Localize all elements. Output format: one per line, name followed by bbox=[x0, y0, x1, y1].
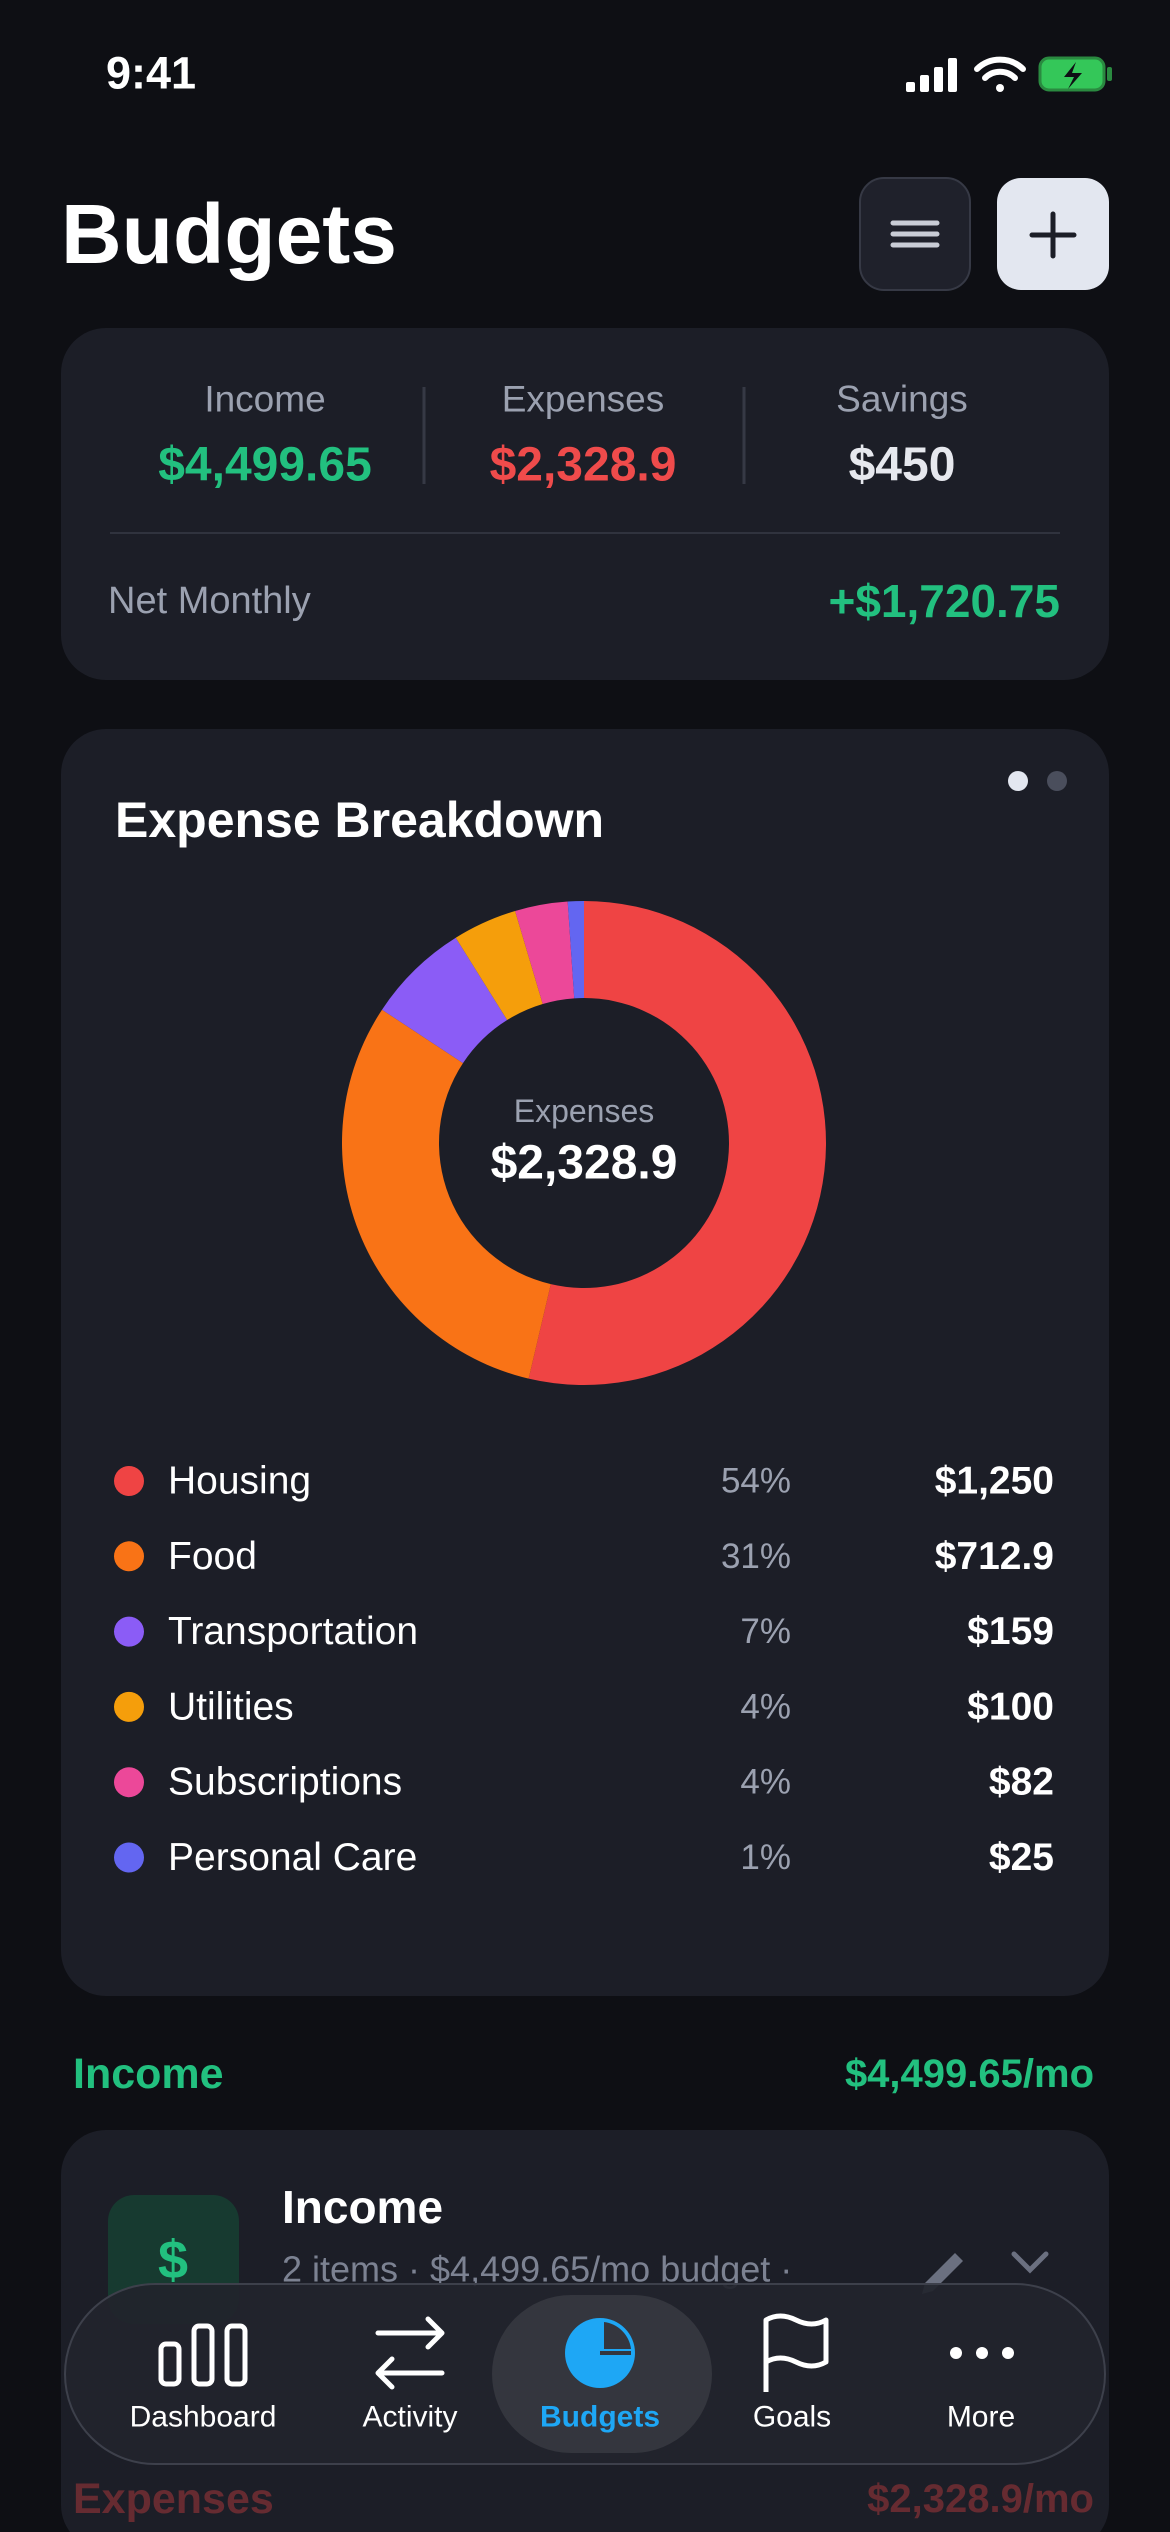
legend-dot bbox=[114, 1541, 144, 1572]
donut-slice bbox=[515, 901, 575, 1004]
legend-percent: 4% bbox=[740, 1763, 791, 1802]
legend-dot bbox=[114, 1616, 144, 1647]
legend-name: Food bbox=[168, 1535, 257, 1578]
legend-name: Subscriptions bbox=[168, 1761, 402, 1804]
section-total: $2,328.9/mo bbox=[867, 2477, 1094, 2521]
legend-dot bbox=[114, 1842, 144, 1873]
donut-center-value: $2,328.9 bbox=[491, 1137, 678, 1190]
donut-slice bbox=[528, 901, 826, 1385]
net-label: Net Monthly bbox=[108, 580, 311, 622]
legend-value: $712.9 bbox=[935, 1535, 1054, 1578]
donut-chart bbox=[342, 901, 826, 1385]
activity-icon bbox=[375, 2316, 445, 2390]
wifi-icon bbox=[974, 56, 1026, 92]
tab-labels: Dashboard Activity Budgets Goals More bbox=[130, 2401, 1016, 2434]
legend-name: Utilities bbox=[168, 1685, 294, 1728]
tab-label[interactable]: More bbox=[947, 2401, 1015, 2434]
tab-label[interactable]: Budgets bbox=[540, 2401, 660, 2434]
donut-slice bbox=[455, 911, 543, 1021]
goals-icon bbox=[763, 2313, 829, 2392]
stat-value: $4,499.65 bbox=[158, 439, 372, 492]
add-button[interactable] bbox=[997, 178, 1109, 290]
legend-value: $25 bbox=[989, 1836, 1054, 1879]
legend-value: $159 bbox=[967, 1610, 1054, 1653]
donut-slice bbox=[382, 937, 508, 1064]
legend: Housing 54% $1,250 Food 31% $712.9 Transportat… bbox=[114, 1460, 1054, 1879]
stat-label: Income bbox=[204, 379, 325, 420]
legend-percent: 7% bbox=[740, 1612, 791, 1651]
battery-icon bbox=[1038, 56, 1112, 92]
section-title: Income bbox=[73, 2050, 224, 2098]
expand-icon[interactable] bbox=[1011, 2251, 1049, 2274]
card-subtitle: 2 items · $4,499.65/mo budget · bbox=[282, 2249, 792, 2290]
stat-value: $450 bbox=[849, 439, 956, 492]
more-icon bbox=[950, 2347, 1014, 2359]
legend-value: $1,250 bbox=[935, 1460, 1054, 1503]
status-time: 9:41 bbox=[106, 48, 196, 99]
legend-percent: 31% bbox=[721, 1537, 791, 1576]
section-total: $4,499.65/mo bbox=[845, 2052, 1094, 2096]
legend-name: Transportation bbox=[168, 1610, 418, 1653]
stat-label: Expenses bbox=[502, 379, 665, 420]
donut-slice bbox=[342, 1009, 551, 1379]
summary-card bbox=[61, 328, 1109, 680]
menu-button[interactable] bbox=[859, 177, 971, 291]
stat-value: $2,328.9 bbox=[490, 439, 677, 492]
income-icon: $ bbox=[158, 2230, 188, 2290]
budgets-icon bbox=[565, 2318, 635, 2388]
page-dot[interactable] bbox=[1047, 771, 1067, 791]
legend-percent: 54% bbox=[721, 1462, 791, 1501]
legend-value: $82 bbox=[989, 1761, 1054, 1804]
net-value: +$1,720.75 bbox=[828, 575, 1060, 627]
dashboard-icon bbox=[158, 2323, 248, 2387]
signal-icon bbox=[906, 58, 957, 92]
breakdown-title: Expense Breakdown bbox=[115, 792, 604, 848]
legend-dot bbox=[114, 1466, 144, 1496]
summary-stats: Income $4,499.65 Expenses $2,328.9 Savings $4… bbox=[158, 379, 968, 492]
legend-percent: 4% bbox=[740, 1687, 791, 1726]
section-title: Expenses bbox=[73, 2475, 274, 2523]
legend-dot bbox=[114, 1691, 144, 1722]
tab-label[interactable]: Activity bbox=[362, 2401, 457, 2434]
legend-percent: 1% bbox=[740, 1838, 791, 1877]
donut-center-label: Expenses bbox=[514, 1093, 655, 1129]
legend-dot bbox=[114, 1767, 144, 1798]
page-title: Budgets bbox=[61, 187, 397, 281]
card-title: Income bbox=[282, 2181, 443, 2233]
donut-slice bbox=[567, 901, 584, 999]
legend-name: Housing bbox=[168, 1460, 311, 1503]
legend-value: $100 bbox=[967, 1685, 1054, 1728]
tab-label[interactable]: Dashboard bbox=[130, 2401, 277, 2434]
legend-name: Personal Care bbox=[168, 1836, 417, 1879]
stat-label: Savings bbox=[836, 379, 968, 420]
page-dot[interactable] bbox=[1008, 771, 1028, 791]
tab-label[interactable]: Goals bbox=[753, 2401, 831, 2434]
